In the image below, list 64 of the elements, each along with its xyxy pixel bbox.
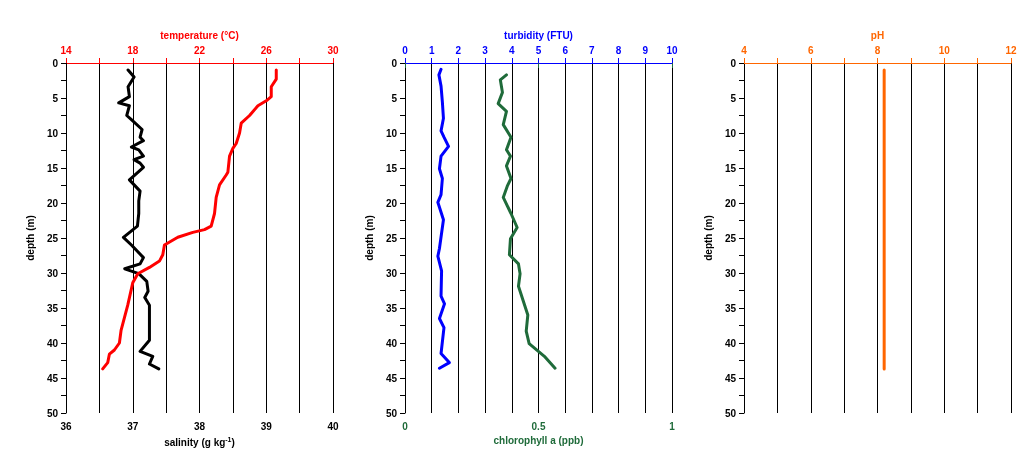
x-tick-label: 6 [807, 44, 814, 56]
y-tick-label: 20 [385, 197, 398, 209]
y-tick-label: 35 [46, 302, 59, 314]
y-tick-label: 0 [52, 57, 59, 69]
y-tick-label: 45 [724, 372, 737, 384]
x2-tick-label: 26 [260, 44, 273, 56]
y-axis-title: depth (m) [25, 215, 37, 261]
y-tick-label: 15 [46, 162, 59, 174]
y-tick-label: 40 [385, 337, 398, 349]
y-tick-label: 25 [46, 232, 59, 244]
y-tick-label: 40 [724, 337, 737, 349]
x-tick-label: 38 [193, 420, 206, 432]
x-tick-label: 8 [874, 44, 881, 56]
x-tick-label: 0 [402, 420, 409, 432]
x-tick-label: 40 [327, 420, 339, 432]
y-tick-label: 45 [385, 372, 398, 384]
y-axis-title: depth (m) [703, 215, 715, 261]
x-tick-label: 39 [260, 420, 273, 432]
y-tick-label: 35 [724, 302, 737, 314]
y-tick-label: 25 [385, 232, 398, 244]
y-axis-title: depth (m) [364, 215, 376, 261]
y-tick-label: 10 [724, 127, 737, 139]
y-tick-label: 40 [46, 337, 59, 349]
x-tick-label: 10 [938, 44, 951, 56]
y-tick-label: 25 [724, 232, 737, 244]
y-tick-label: 5 [52, 92, 59, 104]
y-tick-label: 20 [46, 197, 59, 209]
x2-tick-label: 5 [535, 44, 542, 56]
x2-tick-label: 22 [193, 44, 206, 56]
y-tick-label: 5 [730, 92, 737, 104]
x2-tick-label: 2 [455, 44, 462, 56]
x-tick-label: 1 [669, 420, 676, 432]
y-tick-label: 0 [730, 57, 737, 69]
x2-axis-title: temperature (°C) [160, 29, 239, 41]
y-tick-label: 50 [724, 407, 737, 419]
x-tick-label: 37 [127, 420, 139, 432]
y-tick-label: 45 [46, 372, 59, 384]
x-axis-title: chlorophyll a (ppb) [493, 435, 584, 447]
y-tick-label: 30 [385, 267, 398, 279]
x2-tick-label: 7 [589, 44, 596, 56]
x2-axis-title: turbidity (FTU) [504, 29, 573, 41]
x-tick-label: 4 [741, 44, 748, 56]
y-tick-label: 15 [724, 162, 737, 174]
y-tick-label: 10 [46, 127, 59, 139]
y-tick-label: 20 [724, 197, 737, 209]
y-tick-label: 15 [385, 162, 398, 174]
y-tick-label: 35 [385, 302, 398, 314]
x-axis-title: pH [870, 29, 885, 41]
x2-tick-label: 18 [127, 44, 139, 56]
line-series [496, 73, 557, 370]
x2-tick-label: 9 [642, 44, 649, 56]
x2-tick-label: 14 [60, 44, 72, 56]
x-tick-label: 36 [60, 420, 72, 432]
y-tick-label: 10 [385, 127, 398, 139]
y-tick-label: 50 [46, 407, 59, 419]
x-tick-label: 12 [1005, 44, 1017, 56]
y-tick-label: 5 [391, 92, 398, 104]
x2-tick-label: 30 [327, 44, 339, 56]
y-tick-label: 50 [385, 407, 398, 419]
y-tick-label: 30 [724, 267, 737, 279]
y-tick-label: 0 [391, 57, 398, 69]
x-tick-label: 0.5 [531, 420, 546, 432]
y-tick-label: 30 [46, 267, 59, 279]
x2-tick-label: 3 [482, 44, 489, 56]
